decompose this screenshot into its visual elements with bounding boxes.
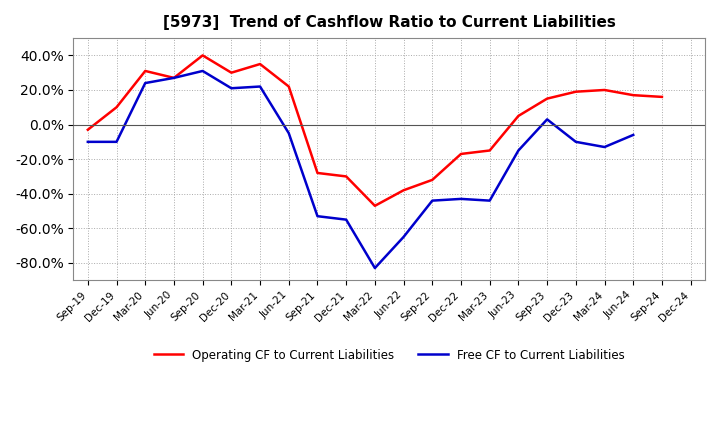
- Operating CF to Current Liabilities: [227, 70, 235, 75]
- Operating CF to Current Liabilities: [400, 187, 408, 193]
- Operating CF to Current Liabilities: [112, 105, 121, 110]
- Operating CF to Current Liabilities: [84, 127, 92, 132]
- Operating CF to Current Liabilities: [600, 87, 609, 92]
- Free CF to Current Liabilities: [198, 68, 207, 73]
- Free CF to Current Liabilities: [112, 139, 121, 144]
- Free CF to Current Liabilities: [400, 234, 408, 239]
- Free CF to Current Liabilities: [485, 198, 494, 203]
- Operating CF to Current Liabilities: [342, 174, 351, 179]
- Operating CF to Current Liabilities: [141, 68, 150, 73]
- Free CF to Current Liabilities: [456, 196, 465, 202]
- Free CF to Current Liabilities: [284, 131, 293, 136]
- Operating CF to Current Liabilities: [256, 62, 264, 67]
- Title: [5973]  Trend of Cashflow Ratio to Current Liabilities: [5973] Trend of Cashflow Ratio to Curren…: [163, 15, 616, 30]
- Line: Free CF to Current Liabilities: Free CF to Current Liabilities: [88, 71, 633, 268]
- Free CF to Current Liabilities: [313, 213, 322, 219]
- Free CF to Current Liabilities: [342, 217, 351, 222]
- Free CF to Current Liabilities: [428, 198, 436, 203]
- Operating CF to Current Liabilities: [170, 75, 179, 81]
- Operating CF to Current Liabilities: [657, 94, 666, 99]
- Free CF to Current Liabilities: [572, 139, 580, 144]
- Operating CF to Current Liabilities: [485, 148, 494, 153]
- Free CF to Current Liabilities: [543, 117, 552, 122]
- Free CF to Current Liabilities: [256, 84, 264, 89]
- Operating CF to Current Liabilities: [428, 177, 436, 183]
- Operating CF to Current Liabilities: [514, 113, 523, 118]
- Operating CF to Current Liabilities: [313, 170, 322, 176]
- Operating CF to Current Liabilities: [543, 96, 552, 101]
- Operating CF to Current Liabilities: [284, 84, 293, 89]
- Operating CF to Current Liabilities: [456, 151, 465, 157]
- Free CF to Current Liabilities: [84, 139, 92, 144]
- Legend: Operating CF to Current Liabilities, Free CF to Current Liabilities: Operating CF to Current Liabilities, Fre…: [149, 344, 630, 366]
- Free CF to Current Liabilities: [514, 148, 523, 153]
- Free CF to Current Liabilities: [227, 86, 235, 91]
- Free CF to Current Liabilities: [371, 265, 379, 271]
- Free CF to Current Liabilities: [600, 144, 609, 150]
- Operating CF to Current Liabilities: [572, 89, 580, 94]
- Operating CF to Current Liabilities: [371, 203, 379, 209]
- Line: Operating CF to Current Liabilities: Operating CF to Current Liabilities: [88, 55, 662, 206]
- Operating CF to Current Liabilities: [629, 92, 637, 98]
- Free CF to Current Liabilities: [629, 132, 637, 138]
- Free CF to Current Liabilities: [141, 81, 150, 86]
- Free CF to Current Liabilities: [170, 75, 179, 81]
- Operating CF to Current Liabilities: [198, 53, 207, 58]
